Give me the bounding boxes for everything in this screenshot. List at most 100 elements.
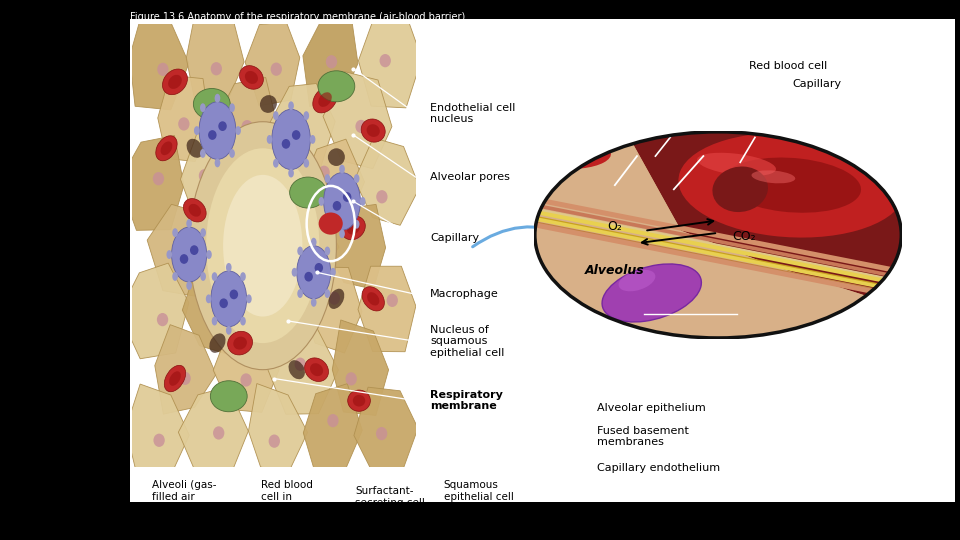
- Circle shape: [186, 219, 192, 228]
- Text: Alveolar pores: Alveolar pores: [430, 172, 510, 182]
- Ellipse shape: [319, 92, 332, 107]
- Circle shape: [199, 102, 236, 159]
- Ellipse shape: [376, 190, 388, 204]
- Ellipse shape: [299, 248, 310, 261]
- Ellipse shape: [361, 119, 385, 142]
- Ellipse shape: [220, 299, 228, 308]
- Polygon shape: [186, 11, 244, 104]
- Polygon shape: [119, 263, 189, 359]
- Circle shape: [319, 197, 324, 206]
- Polygon shape: [147, 204, 216, 296]
- Ellipse shape: [346, 372, 357, 386]
- Ellipse shape: [376, 427, 387, 440]
- Ellipse shape: [186, 139, 203, 158]
- Circle shape: [360, 197, 366, 206]
- Ellipse shape: [154, 434, 165, 447]
- Ellipse shape: [310, 363, 324, 376]
- Circle shape: [298, 289, 303, 298]
- Polygon shape: [215, 200, 278, 295]
- Ellipse shape: [343, 192, 351, 202]
- Circle shape: [200, 103, 205, 112]
- Ellipse shape: [189, 122, 336, 370]
- Ellipse shape: [367, 124, 380, 137]
- Circle shape: [226, 326, 231, 335]
- Ellipse shape: [213, 426, 225, 440]
- Polygon shape: [534, 210, 902, 286]
- Polygon shape: [179, 387, 249, 478]
- Text: Fused basement
membranes: Fused basement membranes: [597, 426, 689, 447]
- Ellipse shape: [325, 55, 337, 69]
- Circle shape: [298, 247, 303, 255]
- Circle shape: [339, 230, 345, 238]
- Ellipse shape: [697, 153, 776, 176]
- Ellipse shape: [223, 175, 302, 316]
- Text: Capillary: Capillary: [793, 79, 842, 89]
- Ellipse shape: [245, 71, 258, 84]
- Circle shape: [226, 263, 231, 272]
- Polygon shape: [213, 323, 279, 413]
- Ellipse shape: [752, 170, 795, 184]
- Ellipse shape: [350, 227, 362, 240]
- Ellipse shape: [304, 272, 313, 281]
- Ellipse shape: [289, 360, 305, 379]
- Ellipse shape: [169, 372, 180, 386]
- Circle shape: [215, 94, 220, 103]
- Text: Alveolus: Alveolus: [585, 264, 645, 276]
- Circle shape: [172, 272, 178, 281]
- Polygon shape: [302, 15, 358, 106]
- Ellipse shape: [269, 435, 280, 448]
- Polygon shape: [534, 221, 902, 296]
- Circle shape: [201, 228, 206, 237]
- Text: Respiratory
membrane: Respiratory membrane: [430, 390, 503, 411]
- Ellipse shape: [206, 148, 320, 343]
- Polygon shape: [182, 267, 239, 355]
- Polygon shape: [324, 72, 392, 168]
- Circle shape: [354, 174, 359, 183]
- Circle shape: [292, 268, 298, 276]
- Ellipse shape: [355, 120, 367, 133]
- Ellipse shape: [328, 289, 345, 309]
- Polygon shape: [626, 131, 902, 307]
- Circle shape: [273, 111, 278, 120]
- Ellipse shape: [712, 166, 768, 212]
- Polygon shape: [244, 144, 301, 234]
- Ellipse shape: [162, 69, 187, 94]
- Ellipse shape: [239, 66, 263, 89]
- Ellipse shape: [723, 158, 861, 213]
- Circle shape: [288, 102, 294, 110]
- Polygon shape: [534, 217, 902, 293]
- Bar: [130, 19, 955, 502]
- Ellipse shape: [188, 204, 201, 217]
- Circle shape: [311, 298, 317, 307]
- Ellipse shape: [228, 332, 252, 355]
- Ellipse shape: [333, 201, 341, 211]
- Ellipse shape: [367, 292, 379, 306]
- Polygon shape: [302, 139, 365, 231]
- Circle shape: [272, 109, 310, 170]
- Ellipse shape: [242, 120, 252, 133]
- Ellipse shape: [190, 245, 199, 255]
- Ellipse shape: [262, 188, 274, 201]
- Circle shape: [166, 250, 172, 259]
- Polygon shape: [130, 16, 189, 110]
- Circle shape: [339, 165, 345, 173]
- Ellipse shape: [353, 395, 365, 407]
- Ellipse shape: [179, 235, 190, 248]
- Polygon shape: [303, 384, 362, 475]
- Circle shape: [215, 158, 220, 167]
- Ellipse shape: [156, 313, 168, 326]
- Text: Nucleus of
squamous
epithelial cell: Nucleus of squamous epithelial cell: [430, 325, 504, 358]
- Text: Capillary: Capillary: [430, 233, 479, 242]
- Circle shape: [240, 272, 246, 281]
- Circle shape: [186, 281, 192, 290]
- Ellipse shape: [348, 390, 371, 411]
- Circle shape: [330, 268, 336, 276]
- Ellipse shape: [233, 336, 247, 349]
- Ellipse shape: [240, 373, 252, 387]
- Polygon shape: [240, 258, 310, 357]
- Circle shape: [273, 159, 278, 167]
- Polygon shape: [217, 78, 277, 166]
- Circle shape: [310, 135, 316, 144]
- Text: Squamous
epithelial cell
of alveolar wall: Squamous epithelial cell of alveolar wal…: [444, 480, 523, 514]
- Polygon shape: [354, 387, 418, 475]
